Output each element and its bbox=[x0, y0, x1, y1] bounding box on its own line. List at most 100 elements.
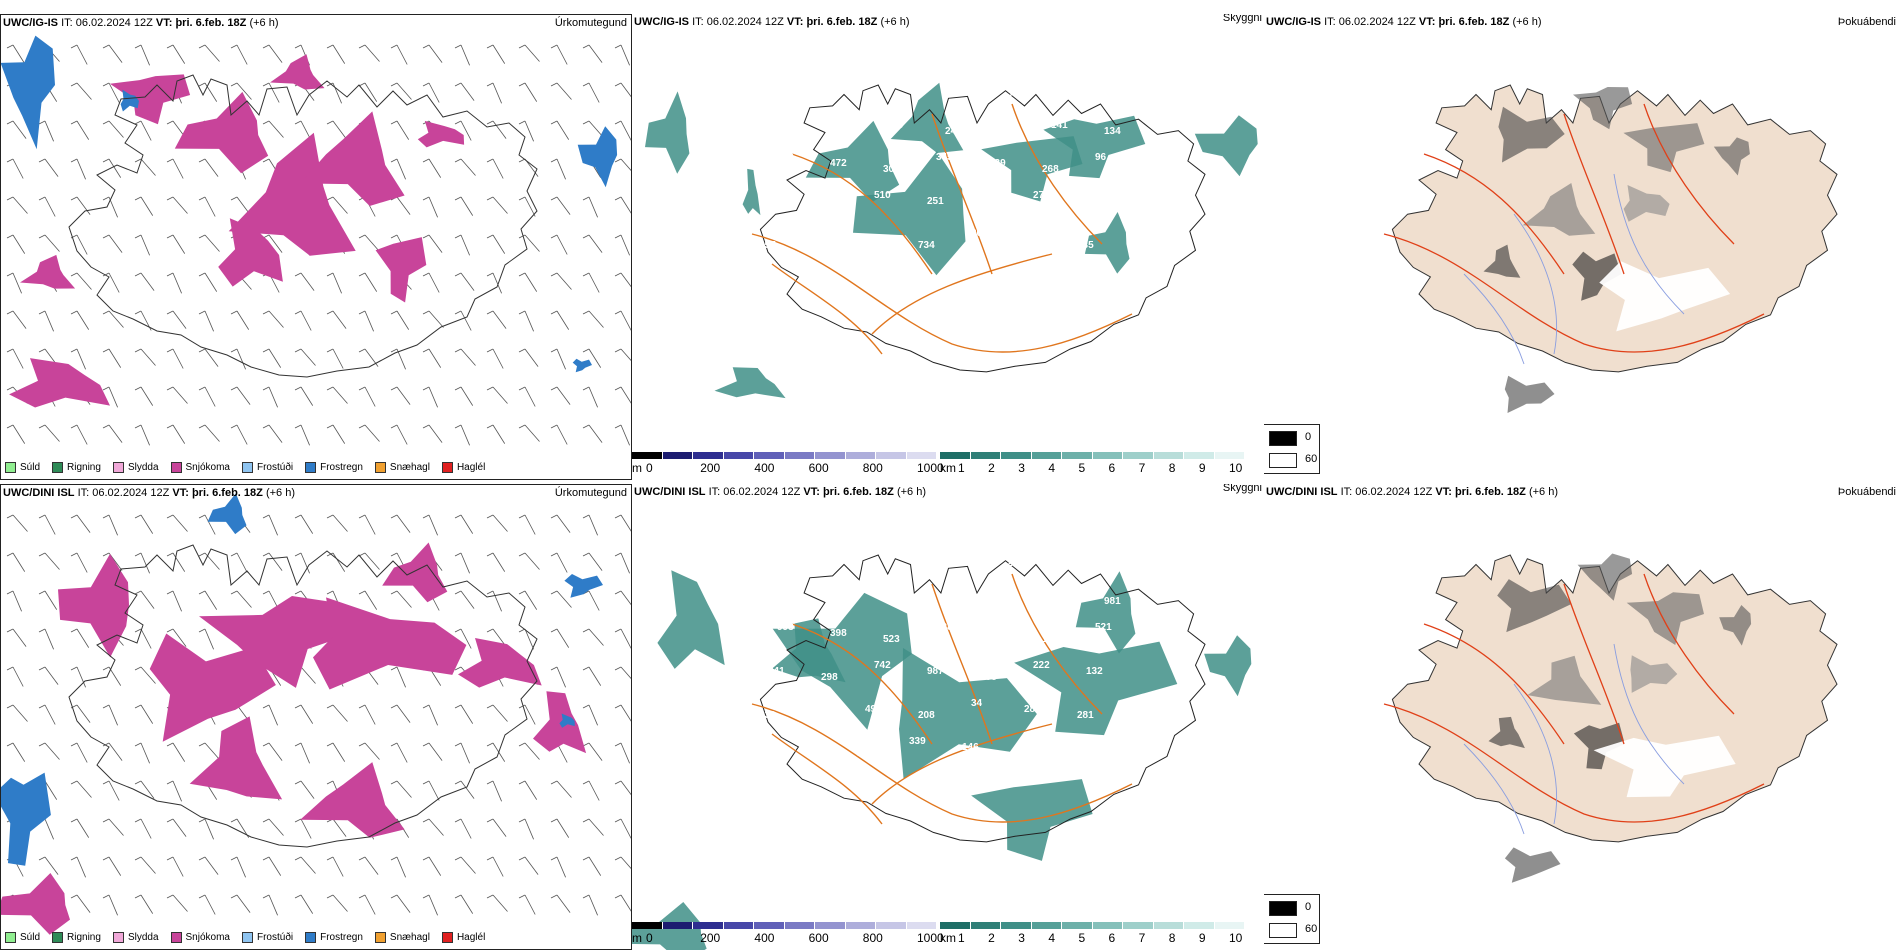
low-visibility-area bbox=[805, 120, 900, 203]
iceland-land bbox=[1391, 554, 1838, 843]
legend-swatch bbox=[374, 462, 386, 473]
road-network bbox=[1383, 573, 1765, 823]
visibility-map: 2723343914246128617828414017358415823915… bbox=[632, 546, 1252, 950]
legend-swatch bbox=[241, 462, 253, 473]
fog-shading bbox=[1626, 592, 1704, 645]
visibility-value: 446 bbox=[812, 228, 829, 239]
visibility-value: 510 bbox=[874, 190, 891, 201]
legend-item: Snjókoma bbox=[170, 462, 230, 473]
freezing-rain-area bbox=[1, 772, 51, 866]
visibility-value: 345 bbox=[936, 152, 953, 163]
legend-item: Snæhagl bbox=[374, 932, 430, 943]
colorbar-tick: 5 bbox=[1078, 461, 1086, 475]
colorbar-segment bbox=[1123, 452, 1154, 459]
visibility-title: Skyggni bbox=[1222, 484, 1262, 494]
colorbar-tick: 200 bbox=[700, 931, 721, 945]
fog-key-swatch bbox=[1269, 431, 1297, 446]
colorbar-tick: 10 bbox=[1229, 931, 1243, 945]
low-visibility-area bbox=[853, 151, 966, 276]
colorbar-segment bbox=[723, 922, 754, 929]
visibility-value: 61 bbox=[848, 88, 860, 99]
snow-area bbox=[533, 691, 587, 754]
colorbar-tick: 0 bbox=[646, 461, 653, 475]
visibility-value: 584 bbox=[892, 590, 909, 601]
low-visibility-area bbox=[1075, 571, 1136, 654]
snow-area bbox=[382, 542, 448, 603]
legend-swatch bbox=[52, 932, 64, 943]
colorbar-segment bbox=[693, 922, 724, 929]
visibility-value: 85 bbox=[821, 202, 833, 213]
it-label: IT: bbox=[77, 487, 90, 499]
colorbar-segment bbox=[1001, 452, 1032, 459]
colorbar-segment bbox=[1062, 452, 1093, 459]
visibility-panel: 164 237 61 127 135 301 241 175 99 103 36 244 128 141 1… bbox=[632, 14, 1264, 480]
colorbar-tick: 6 bbox=[1108, 931, 1116, 945]
visibility-value: 983 bbox=[865, 234, 882, 245]
visibility-value: 492 bbox=[865, 704, 882, 715]
fog-shading bbox=[1488, 716, 1525, 749]
colorbar-segment bbox=[662, 922, 693, 929]
iceland-land bbox=[1391, 84, 1838, 373]
visibility-value: 339 bbox=[909, 736, 926, 747]
visibility-value: 141 bbox=[1051, 120, 1068, 131]
legend-swatch bbox=[170, 932, 182, 943]
fog-key-swatch bbox=[1269, 923, 1297, 938]
legend-swatch bbox=[305, 462, 317, 473]
low-visibility-area bbox=[890, 82, 964, 153]
colorbar-segment bbox=[1214, 452, 1245, 459]
legend-swatch bbox=[52, 462, 64, 473]
clear-area bbox=[1599, 261, 1731, 332]
colorbar-tick: 1 bbox=[958, 461, 965, 475]
visibility-value: 339 bbox=[989, 158, 1006, 169]
visibility-value: 173 bbox=[839, 584, 856, 595]
model-name: UWC/DINI ISL bbox=[3, 487, 75, 499]
visibility-value: 742 bbox=[874, 660, 891, 671]
visibility-value: 105 bbox=[803, 272, 820, 283]
cloud-height-colorbar: m 0 200 400 600 800 1000 bbox=[632, 922, 944, 946]
freezing-rain-area bbox=[1, 35, 55, 150]
vt-label: VT: bbox=[1418, 16, 1436, 28]
visibility-value: 175 bbox=[1113, 82, 1130, 93]
legend-label: Snæhagl bbox=[389, 462, 430, 473]
vt-value: þri. 6.feb. 18Z bbox=[191, 487, 263, 499]
visibility-value: 99 bbox=[786, 126, 798, 137]
visibility-value: 139 bbox=[803, 742, 820, 753]
snow-area bbox=[9, 358, 111, 408]
visibility-value: 472 bbox=[830, 158, 847, 169]
visibility-value: 135 bbox=[954, 82, 971, 93]
legend-label: Súld bbox=[20, 932, 41, 943]
lead-time: (+6 h) bbox=[896, 486, 926, 498]
it-value: 06.02.2024 12Z bbox=[92, 487, 170, 499]
colorbar-unit: km bbox=[940, 461, 956, 475]
visibility-value: 298 bbox=[821, 672, 838, 683]
snow-area bbox=[300, 111, 405, 206]
colorbar-segment bbox=[1001, 922, 1032, 929]
colorbar-segment bbox=[1153, 922, 1184, 929]
precip-type-panel: UWC/DINI ISL IT: 06.02.2024 12Z VT: þri.… bbox=[0, 484, 632, 950]
fog-shading bbox=[1504, 375, 1555, 413]
legend-item: Haglél bbox=[441, 462, 485, 473]
visibility-value: 398 bbox=[830, 628, 847, 639]
precip-legend: Súld Rigning Slydda Snjókoma Frostúði Frostre… bbox=[5, 932, 485, 943]
low-visibility-area bbox=[657, 570, 725, 669]
it-value: 06.02.2024 12Z bbox=[75, 17, 153, 29]
snow-area bbox=[228, 132, 356, 256]
panel-header: UWC/IG-IS IT: 06.02.2024 12Z VT: þri. 6.… bbox=[3, 17, 278, 29]
visibility-value: 284 bbox=[1113, 552, 1130, 563]
snow-area bbox=[189, 716, 283, 800]
it-label: IT: bbox=[61, 17, 73, 29]
lead-time: (+6 h) bbox=[880, 16, 910, 28]
low-visibility-area bbox=[742, 168, 761, 216]
colorbar-segment bbox=[940, 922, 971, 929]
legend-item: Frostúði bbox=[241, 462, 293, 473]
legend-swatch bbox=[241, 932, 253, 943]
fog-shading bbox=[1483, 244, 1521, 278]
snow-area bbox=[270, 54, 325, 90]
precip-type-panel: UWC/IG-IS IT: 06.02.2024 12Z VT: þri. 6.… bbox=[0, 14, 632, 480]
snow-area bbox=[417, 120, 465, 148]
coastline bbox=[759, 84, 1206, 373]
lead-time: (+6 h) bbox=[265, 487, 295, 499]
model-name: UWC/DINI ISL bbox=[1266, 486, 1338, 498]
fog-key-label: 0 bbox=[1305, 431, 1312, 443]
colorbar-tick: 3 bbox=[1018, 461, 1025, 475]
